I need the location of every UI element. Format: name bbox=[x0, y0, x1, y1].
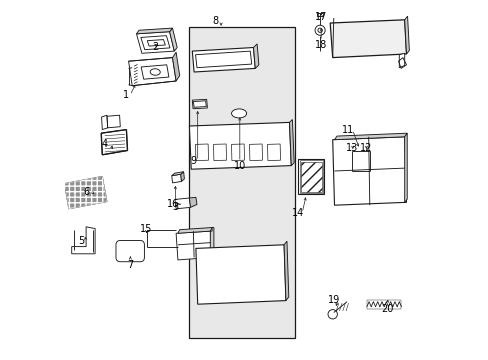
Ellipse shape bbox=[231, 109, 246, 118]
Polygon shape bbox=[329, 20, 406, 58]
Polygon shape bbox=[136, 28, 172, 34]
Polygon shape bbox=[189, 197, 197, 207]
Text: 10: 10 bbox=[233, 161, 245, 171]
Polygon shape bbox=[128, 58, 176, 86]
Polygon shape bbox=[192, 48, 255, 72]
Text: 3: 3 bbox=[172, 202, 178, 212]
Text: 19: 19 bbox=[327, 294, 339, 305]
Text: 18: 18 bbox=[314, 40, 326, 50]
Text: 13: 13 bbox=[346, 143, 358, 153]
Bar bbox=[299, 160, 322, 193]
Text: 11: 11 bbox=[341, 125, 353, 135]
Polygon shape bbox=[181, 172, 184, 181]
Circle shape bbox=[317, 28, 322, 32]
Text: 16: 16 bbox=[167, 199, 179, 209]
Text: 9: 9 bbox=[190, 156, 196, 166]
Polygon shape bbox=[332, 137, 406, 205]
Polygon shape bbox=[178, 228, 212, 233]
Text: 12: 12 bbox=[359, 143, 371, 153]
Text: 8: 8 bbox=[211, 16, 218, 26]
Bar bbox=[188, 27, 294, 338]
Bar bbox=[300, 162, 321, 192]
Polygon shape bbox=[196, 245, 285, 304]
Circle shape bbox=[248, 262, 272, 285]
Polygon shape bbox=[189, 122, 291, 169]
Polygon shape bbox=[171, 172, 183, 176]
Polygon shape bbox=[334, 133, 407, 140]
Polygon shape bbox=[64, 176, 107, 209]
Bar bbox=[366, 300, 401, 309]
Polygon shape bbox=[172, 52, 179, 81]
Text: 17: 17 bbox=[314, 12, 326, 22]
Text: 2: 2 bbox=[152, 42, 158, 52]
Polygon shape bbox=[210, 228, 213, 257]
Polygon shape bbox=[64, 176, 107, 209]
Bar bbox=[317, 13, 322, 16]
Circle shape bbox=[222, 271, 227, 276]
Bar bbox=[297, 159, 323, 194]
Text: 6: 6 bbox=[83, 186, 90, 197]
Polygon shape bbox=[171, 174, 181, 183]
Polygon shape bbox=[253, 44, 258, 68]
Polygon shape bbox=[404, 133, 407, 202]
Polygon shape bbox=[175, 198, 190, 209]
Polygon shape bbox=[404, 16, 408, 54]
Polygon shape bbox=[72, 227, 95, 254]
Polygon shape bbox=[289, 120, 294, 166]
Polygon shape bbox=[284, 241, 288, 301]
FancyBboxPatch shape bbox=[116, 240, 144, 262]
Circle shape bbox=[203, 252, 246, 295]
Circle shape bbox=[239, 252, 282, 295]
Circle shape bbox=[212, 262, 236, 285]
Polygon shape bbox=[169, 28, 177, 51]
Polygon shape bbox=[136, 32, 174, 53]
Polygon shape bbox=[399, 53, 404, 68]
Circle shape bbox=[257, 271, 263, 276]
Polygon shape bbox=[101, 130, 127, 155]
Polygon shape bbox=[176, 231, 212, 260]
Text: 14: 14 bbox=[291, 208, 303, 218]
Circle shape bbox=[314, 25, 325, 35]
Text: 15: 15 bbox=[140, 224, 152, 234]
Polygon shape bbox=[192, 99, 207, 109]
Text: 4: 4 bbox=[102, 139, 108, 149]
Text: 5: 5 bbox=[79, 236, 85, 246]
Text: 1: 1 bbox=[122, 90, 128, 100]
Text: 7: 7 bbox=[127, 260, 133, 270]
Text: 20: 20 bbox=[381, 303, 393, 314]
Circle shape bbox=[327, 310, 337, 319]
